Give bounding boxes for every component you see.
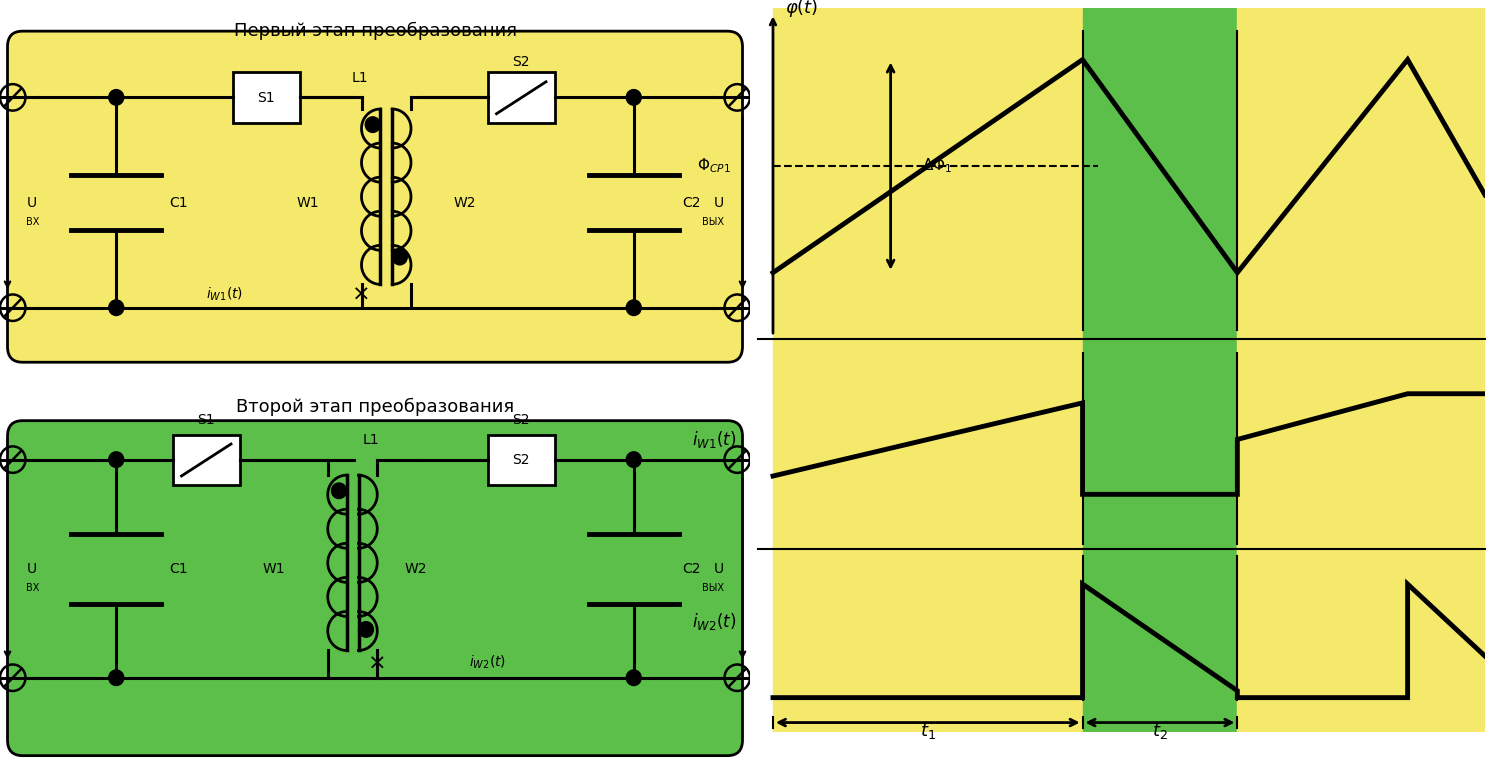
Text: $t_1$: $t_1$ [920, 721, 936, 741]
Text: S2: S2 [513, 55, 529, 69]
Text: ×: × [352, 284, 370, 305]
Text: Первый этап преобразования: Первый этап преобразования [234, 22, 516, 41]
Text: S1: S1 [198, 413, 214, 427]
Text: U: U [26, 196, 36, 210]
Text: C2: C2 [682, 196, 700, 210]
Text: W1: W1 [296, 196, 320, 210]
Circle shape [627, 300, 642, 315]
Text: W1: W1 [262, 562, 285, 576]
FancyBboxPatch shape [8, 421, 742, 756]
Text: $\Phi_{CP1}$: $\Phi_{CP1}$ [698, 157, 730, 175]
Bar [1083, 339, 1238, 549]
Bar [232, 72, 300, 123]
Text: C2: C2 [682, 562, 700, 576]
Text: W2: W2 [405, 562, 427, 576]
Text: U: U [714, 196, 723, 210]
Text: ВЫХ: ВЫХ [702, 583, 723, 593]
Text: ВХ: ВХ [26, 583, 39, 593]
Bar [172, 435, 240, 485]
Circle shape [332, 483, 346, 499]
Text: $i_{W2}(t)$: $i_{W2}(t)$ [470, 654, 506, 671]
Circle shape [108, 670, 123, 686]
Text: ВЫХ: ВЫХ [702, 217, 723, 227]
Bar [772, 545, 1083, 732]
Bar [1238, 545, 1485, 732]
Bar [488, 435, 555, 485]
Text: S2: S2 [513, 453, 529, 467]
Text: $\Delta\Phi_1$: $\Delta\Phi_1$ [921, 157, 952, 175]
Text: U: U [714, 562, 723, 576]
Text: $i_{W1}(t)$: $i_{W1}(t)$ [207, 286, 243, 303]
Circle shape [108, 300, 123, 315]
FancyBboxPatch shape [8, 31, 742, 362]
Text: S1: S1 [258, 91, 274, 104]
Circle shape [108, 452, 123, 467]
Text: C1: C1 [168, 562, 188, 576]
Text: L1: L1 [363, 433, 380, 447]
Circle shape [627, 452, 642, 467]
Text: W2: W2 [453, 196, 477, 210]
Text: ×: × [368, 654, 387, 674]
Text: $i_{W1}(t)$: $i_{W1}(t)$ [692, 429, 736, 450]
Circle shape [108, 90, 123, 105]
Bar [1238, 8, 1485, 339]
Circle shape [627, 90, 642, 105]
Bar [772, 339, 1083, 549]
Bar [1238, 339, 1485, 549]
Text: C1: C1 [168, 196, 188, 210]
Text: $i_{W2}(t)$: $i_{W2}(t)$ [692, 611, 736, 632]
Circle shape [366, 117, 381, 132]
Bar [772, 8, 1083, 339]
Bar [488, 72, 555, 123]
Text: ВХ: ВХ [26, 217, 39, 227]
Circle shape [393, 249, 406, 265]
Bar [1083, 545, 1238, 732]
Circle shape [358, 622, 374, 637]
Circle shape [627, 670, 642, 686]
Text: L1: L1 [351, 71, 369, 85]
Text: U: U [26, 562, 36, 576]
Bar [1083, 8, 1238, 339]
Text: Второй этап преобразования: Второй этап преобразования [236, 397, 514, 416]
Text: $\varphi(t)$: $\varphi(t)$ [786, 0, 819, 19]
Text: S2: S2 [513, 413, 529, 427]
Text: $t_2$: $t_2$ [1152, 721, 1168, 741]
